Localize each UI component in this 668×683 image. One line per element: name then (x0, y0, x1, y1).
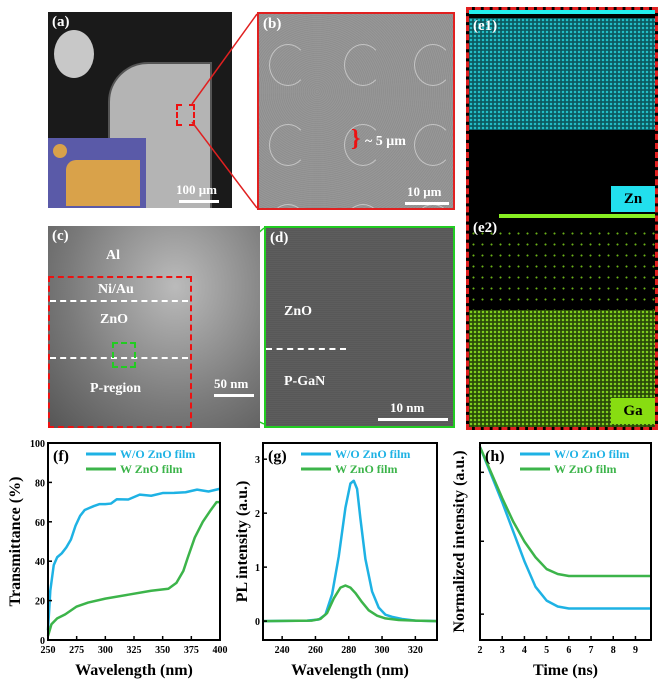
legend-label: W/O ZnO film (120, 447, 195, 461)
x-tick-label: 375 (184, 645, 199, 656)
interface-line (266, 348, 346, 350)
x-tick-label: 5 (544, 645, 549, 656)
layer-label-ni-au: Ni/Au (98, 282, 134, 297)
y-tick-label: 1 (255, 563, 260, 574)
panel-b-sem-zoom: (b) } ~ 5 μm 10 μm (257, 12, 455, 210)
x-axis-label: Time (ns) (533, 662, 598, 679)
layer-label-al: Al (106, 248, 120, 263)
panel-label: (d) (270, 230, 289, 246)
panel-label: (e2) (473, 220, 498, 236)
x-tick-label: 300 (375, 645, 390, 656)
legend-label: W/O ZnO film (335, 447, 410, 461)
x-tick-label: 280 (341, 645, 356, 656)
x-tick-label: 320 (408, 645, 423, 656)
x-tick-label: 9 (633, 645, 638, 656)
y-tick-label: 2 (255, 509, 260, 520)
zn-color-bar (469, 10, 655, 14)
scale-bar-label: 10 μm (407, 184, 442, 199)
panel-d-hrtem-image: (d) ZnO P-GaN 10 nm (264, 226, 455, 428)
panel-label: (b) (263, 16, 282, 32)
x-axis-label: Wavelength (nm) (291, 662, 409, 679)
scale-bar (179, 200, 219, 203)
panel-label: (f) (53, 448, 69, 465)
series-line-with-zno (262, 584, 438, 623)
zoom-region-box (176, 104, 195, 126)
y-tick-label: 40 (35, 557, 45, 568)
panel-label: (e1) (473, 18, 498, 34)
dimple-size-annotation: ~ 5 μm (365, 134, 406, 149)
legend-label: W ZnO film (120, 462, 182, 476)
x-tick-label: 300 (98, 645, 113, 656)
layer-label-zno: ZnO (100, 312, 129, 327)
y-tick-label: 80 (35, 478, 45, 489)
panel-e-eds-maps: (e1) Zn (e2) Ga (466, 7, 658, 430)
device-region-box (48, 276, 192, 428)
scale-bar-label: 50 nm (214, 376, 249, 391)
y-tick-label: 0 (40, 636, 45, 647)
zn-map (469, 18, 655, 130)
scale-bar (378, 418, 448, 421)
x-tick-label: 240 (275, 645, 290, 656)
circular-pad (54, 30, 94, 78)
x-tick-label: 325 (127, 645, 142, 656)
series-line-without-zno (46, 487, 221, 631)
ga-sparse-map (469, 228, 655, 310)
panel-label: (a) (52, 14, 70, 30)
series-line-with-zno (46, 500, 220, 637)
series-line-without-zno (262, 479, 438, 623)
layer-label-p-gan: P-GaN (284, 374, 326, 389)
x-tick-label: 6 (566, 645, 571, 656)
x-tick-label: 275 (69, 645, 84, 656)
series-line-with-zno (478, 446, 651, 578)
ga-color-bar (499, 214, 655, 218)
layer-label-zno: ZnO (284, 304, 313, 319)
x-tick-label: 3 (500, 645, 505, 656)
x-axis-label: Wavelength (nm) (75, 662, 193, 679)
y-tick-label: 3 (255, 455, 260, 466)
scale-bar (214, 394, 254, 397)
y-tick-label: 0 (255, 617, 260, 628)
series-line-without-zno (478, 446, 651, 610)
x-tick-label: 350 (155, 645, 170, 656)
x-tick-label: 400 (213, 645, 228, 656)
legend-label: W ZnO film (554, 462, 616, 476)
scale-bar (405, 202, 449, 205)
panel-label: (g) (268, 448, 287, 465)
plot-frame-g (262, 442, 438, 641)
panel-label: (c) (52, 228, 69, 244)
y-tick-label: 100 (30, 439, 45, 450)
panel-a-sem-image: (a) 100 μm (48, 12, 232, 208)
element-badge-ga: Ga (611, 398, 655, 424)
x-tick-label: 260 (308, 645, 323, 656)
panel-c-tem-image: (c) Al Ni/Au ZnO P-region 50 nm (48, 226, 260, 428)
optical-inset (48, 138, 146, 208)
x-tick-label: 4 (522, 645, 527, 656)
y-tick-label: 60 (35, 518, 45, 529)
y-axis-label: Normalized intensity (a.u.) (451, 450, 468, 632)
x-tick-label: 250 (41, 645, 56, 656)
zoom-region-box (112, 342, 136, 368)
interface-line (50, 357, 188, 359)
panel-label: (h) (485, 448, 505, 465)
legend-label: W/O ZnO film (554, 447, 629, 461)
x-tick-label: 7 (589, 645, 594, 656)
y-tick-label: 20 (35, 597, 45, 608)
y-axis-label: PL intensity (a.u.) (234, 481, 251, 603)
element-badge-zn: Zn (611, 186, 655, 212)
scale-bar-label: 10 nm (390, 400, 425, 415)
x-tick-label: 8 (611, 645, 616, 656)
x-tick-label: 2 (478, 645, 483, 656)
bracket-icon: } (351, 126, 361, 152)
legend-label: W ZnO film (335, 462, 397, 476)
layer-label-p-region: P-region (90, 381, 142, 396)
y-axis-label: Transmittance (%) (7, 477, 24, 607)
scale-bar-label: 100 μm (176, 182, 217, 197)
interface-line (50, 300, 188, 302)
